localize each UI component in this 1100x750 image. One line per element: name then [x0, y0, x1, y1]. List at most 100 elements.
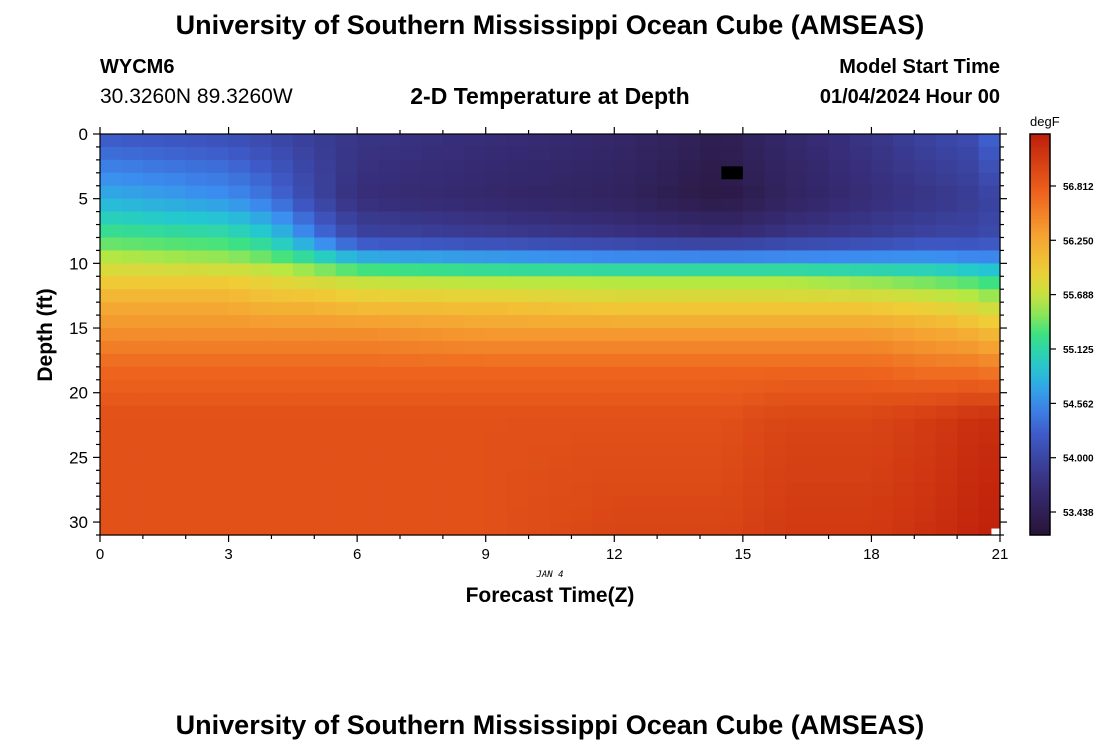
- heatmap-cell: [528, 146, 551, 161]
- heatmap-cell: [100, 496, 123, 510]
- heatmap-cell: [850, 366, 873, 381]
- y-tick-label: 15: [69, 319, 88, 338]
- heatmap-cell: [250, 276, 273, 290]
- heatmap-cell: [700, 289, 723, 303]
- heatmap-cell: [850, 237, 873, 252]
- heatmap-cell: [892, 289, 915, 303]
- heatmap-cell: [892, 366, 915, 381]
- heatmap-cell: [571, 302, 594, 316]
- heatmap-cell: [100, 302, 123, 316]
- heatmap-cell: [592, 224, 615, 239]
- heatmap-cell: [914, 250, 937, 264]
- heatmap-cell: [614, 496, 637, 510]
- heatmap-cell: [764, 328, 787, 342]
- heatmap-cell: [764, 172, 787, 187]
- heatmap-cell: [314, 366, 337, 381]
- heatmap-cell: [292, 509, 315, 523]
- heatmap-cell: [828, 185, 851, 200]
- heatmap-cell: [785, 250, 808, 264]
- heatmap-cell: [657, 366, 680, 381]
- heatmap-cell: [957, 211, 980, 226]
- heatmap-cell: [185, 509, 208, 523]
- heatmap-cell: [335, 328, 358, 342]
- heatmap-cell: [207, 276, 230, 290]
- heatmap-cell: [400, 289, 423, 303]
- heatmap-cell: [614, 172, 637, 187]
- heatmap-cell: [657, 289, 680, 303]
- heatmap-cell: [271, 315, 294, 329]
- heatmap-cell: [250, 146, 273, 161]
- heatmap-cell: [185, 237, 208, 252]
- heatmap-cell: [421, 211, 444, 226]
- heatmap-cell: [507, 328, 530, 342]
- heatmap-cell: [957, 444, 980, 458]
- heatmap-cell: [828, 237, 851, 252]
- heatmap-cell: [357, 509, 380, 523]
- heatmap-cell: [421, 146, 444, 161]
- heatmap-cell: [250, 392, 273, 407]
- heatmap-cell: [207, 353, 230, 368]
- heatmap-cell: [485, 496, 508, 510]
- heatmap-cell: [828, 172, 851, 187]
- colorbar-tick-label: 53.438: [1063, 508, 1094, 519]
- heatmap-cell: [314, 457, 337, 471]
- heatmap-cell: [528, 263, 551, 277]
- heatmap-cell: [571, 250, 594, 264]
- heatmap-cell: [185, 172, 208, 187]
- heatmap-cell: [892, 263, 915, 277]
- heatmap-cell: [871, 159, 894, 174]
- heatmap-cell: [185, 418, 208, 433]
- heatmap-cell: [678, 198, 701, 213]
- y-tick-label: 0: [79, 125, 88, 144]
- colorbar: [1029, 133, 1051, 536]
- heatmap-cell: [871, 211, 894, 226]
- heatmap-cell: [957, 353, 980, 368]
- heatmap-cell: [935, 431, 958, 446]
- heatmap-cell: [828, 431, 851, 446]
- heatmap-cell: [914, 379, 937, 394]
- y-tick-label: 25: [69, 448, 88, 467]
- heatmap-cell: [785, 340, 808, 355]
- heatmap-cell: [742, 263, 765, 277]
- heatmap-cell: [592, 444, 615, 458]
- heatmap-cell: [785, 431, 808, 446]
- heatmap-cell: [828, 392, 851, 407]
- heatmap-cell: [421, 457, 444, 471]
- heatmap-cell: [400, 159, 423, 174]
- heatmap-cell: [592, 353, 615, 368]
- heatmap-cell: [250, 263, 273, 277]
- heatmap-cell: [207, 392, 230, 407]
- heatmap-cell: [914, 509, 937, 523]
- heatmap-cell: [635, 159, 658, 174]
- heatmap-cell: [507, 198, 530, 213]
- heatmap-cell: [464, 340, 487, 355]
- heatmap-cell: [164, 366, 187, 381]
- heatmap-cell: [742, 237, 765, 252]
- heatmap-cell: [185, 379, 208, 394]
- heatmap-cell: [550, 340, 573, 355]
- heatmap-cell: [721, 276, 744, 290]
- heatmap-cell: [464, 353, 487, 368]
- heatmap-cell: [914, 159, 937, 174]
- heatmap-cell: [785, 328, 808, 342]
- heatmap-cell: [292, 405, 315, 420]
- heatmap-cells: [100, 134, 1001, 536]
- heatmap-cell: [957, 379, 980, 394]
- heatmap-cell: [100, 276, 123, 290]
- heatmap-cell: [614, 134, 637, 148]
- heatmap-cell: [271, 418, 294, 433]
- heatmap-cell: [528, 353, 551, 368]
- heatmap-cell: [657, 379, 680, 394]
- heatmap-cell: [400, 444, 423, 458]
- heatmap-cell: [400, 315, 423, 329]
- heatmap-cell: [185, 276, 208, 290]
- heatmap-cell: [764, 405, 787, 420]
- heatmap-cell: [850, 405, 873, 420]
- heatmap-cell: [957, 366, 980, 381]
- heatmap-cell: [507, 340, 530, 355]
- heatmap-cell: [378, 328, 401, 342]
- heatmap-cell: [550, 496, 573, 510]
- heatmap-cell: [592, 302, 615, 316]
- heatmap-cell: [142, 302, 165, 316]
- heatmap-cell: [400, 483, 423, 497]
